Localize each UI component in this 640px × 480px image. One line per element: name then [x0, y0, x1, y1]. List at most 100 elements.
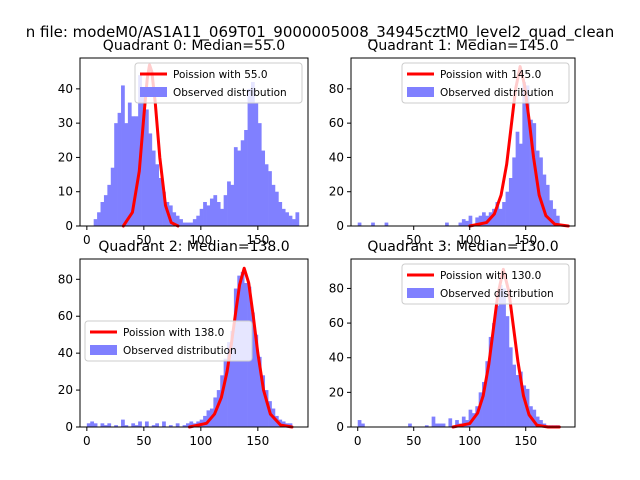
histogram-bar: [158, 178, 163, 226]
legend-hist-swatch: [407, 288, 434, 298]
histogram-bar: [121, 419, 125, 427]
histogram-bar: [478, 392, 483, 427]
histogram-bar: [223, 358, 228, 427]
histogram-bar: [162, 191, 166, 226]
histogram-bar: [114, 425, 118, 427]
histogram-bar: [508, 178, 513, 226]
histogram-bar: [495, 202, 500, 226]
histogram-bar: [448, 418, 453, 427]
histogram-bar: [455, 420, 459, 427]
histogram-bar: [216, 390, 221, 427]
histogram-bar: [144, 109, 149, 226]
histogram-bar: [485, 361, 490, 427]
histogram-bar: [172, 212, 177, 226]
chart-title: Quadrant 2: Median=138.0: [98, 239, 289, 255]
histogram-bar: [435, 423, 439, 427]
axes-frame: [79, 57, 309, 227]
x-tick-label: 150: [246, 434, 269, 448]
x-tick-label: 150: [514, 233, 537, 247]
histogram-bar: [525, 85, 530, 227]
histogram-bar: [261, 375, 266, 427]
histogram-bar: [502, 288, 506, 427]
histogram-bar: [515, 131, 520, 226]
histogram-bar: [244, 130, 248, 226]
histogram-bar: [182, 425, 187, 427]
histogram-bar: [545, 184, 550, 226]
y-tick-label: 10: [58, 185, 73, 199]
histogram-bar: [93, 423, 98, 427]
chart-title: Quadrant 3: Median=130.0: [367, 239, 558, 255]
histogram-bar: [482, 381, 486, 427]
quadrant-2-panel: 0 50 100 150 0 20 40 60 80 Quadrant 2: Median=138…: [58, 239, 309, 448]
histogram-bar: [458, 222, 463, 226]
legend: Poission with 130.0 Observed distribution: [401, 263, 570, 305]
legend-box: [401, 62, 570, 104]
histogram-bar: [519, 143, 523, 226]
histogram-bar: [247, 88, 252, 226]
histogram-bar: [196, 215, 201, 226]
histogram-bar: [288, 215, 293, 226]
histogram-bar: [529, 119, 533, 226]
histogram-bar: [86, 423, 91, 427]
histogram-bar: [519, 371, 523, 427]
histogram-bar: [257, 356, 262, 427]
x-tick-label: 100: [458, 233, 481, 247]
legend-hist-swatch: [90, 345, 117, 355]
x-tick-label: 100: [189, 434, 212, 448]
x-tick-label: 50: [136, 434, 151, 448]
y-tick-label: 20: [329, 385, 344, 399]
histogram-bar: [482, 212, 486, 226]
y-tick-label: 0: [65, 219, 73, 233]
histogram-bar: [371, 222, 375, 226]
histogram-bar: [107, 184, 112, 226]
histogram-bar: [141, 95, 146, 227]
histogram-bar: [93, 219, 98, 226]
histogram-bar: [216, 202, 221, 226]
histogram-bar: [114, 123, 118, 226]
histogram-bar: [237, 150, 242, 226]
histogram-bar: [182, 222, 187, 226]
histogram-bar: [264, 164, 269, 226]
x-tick-label: 0: [83, 434, 91, 448]
histogram-bar: [213, 195, 218, 226]
x-tick-label: 150: [514, 434, 537, 448]
histogram-bar: [475, 406, 480, 427]
histogram-bar: [203, 415, 207, 427]
y-tick-label: 60: [58, 309, 73, 323]
histogram-bar: [505, 316, 510, 427]
y-tick-label: 20: [58, 383, 73, 397]
legend-box: [134, 62, 303, 104]
y-tick-label: 60: [329, 316, 344, 330]
legend-hist-label: Observed distribution: [440, 288, 554, 300]
legend-line-label: Poission with 145.0: [440, 69, 541, 81]
histogram-bar: [206, 205, 211, 226]
axes-frame: [350, 258, 576, 428]
histogram-bar: [535, 416, 540, 427]
histogram-bar: [539, 420, 543, 427]
histogram-bar: [478, 215, 483, 226]
histogram-bar: [268, 171, 272, 226]
histogram-bar: [209, 198, 214, 226]
histogram-bar: [186, 423, 190, 427]
histogram-bar: [542, 174, 547, 226]
legend-line-label: Poission with 55.0: [173, 69, 268, 81]
y-tick-label: 80: [329, 82, 344, 96]
legend-box: [401, 263, 570, 305]
histogram-bar: [502, 202, 506, 226]
histogram-bar: [131, 116, 136, 226]
histogram-bar: [288, 423, 293, 427]
histogram-bar: [461, 416, 466, 427]
histogram-bar: [206, 410, 211, 427]
legend-hist-label: Observed distribution: [440, 87, 554, 99]
histogram-bar: [179, 219, 183, 226]
histogram-bar: [251, 82, 255, 226]
y-tick-label: 80: [329, 281, 344, 295]
histogram-bar: [515, 375, 520, 427]
histogram-bar: [445, 222, 449, 226]
chart-title: Quadrant 1: Median=145.0: [367, 38, 558, 54]
histogram-bar: [110, 167, 115, 226]
histogram-bar: [532, 123, 537, 226]
legend-hist-label: Observed distribution: [123, 345, 237, 357]
y-tick-label: 20: [58, 150, 73, 164]
histogram-bar: [203, 202, 207, 226]
